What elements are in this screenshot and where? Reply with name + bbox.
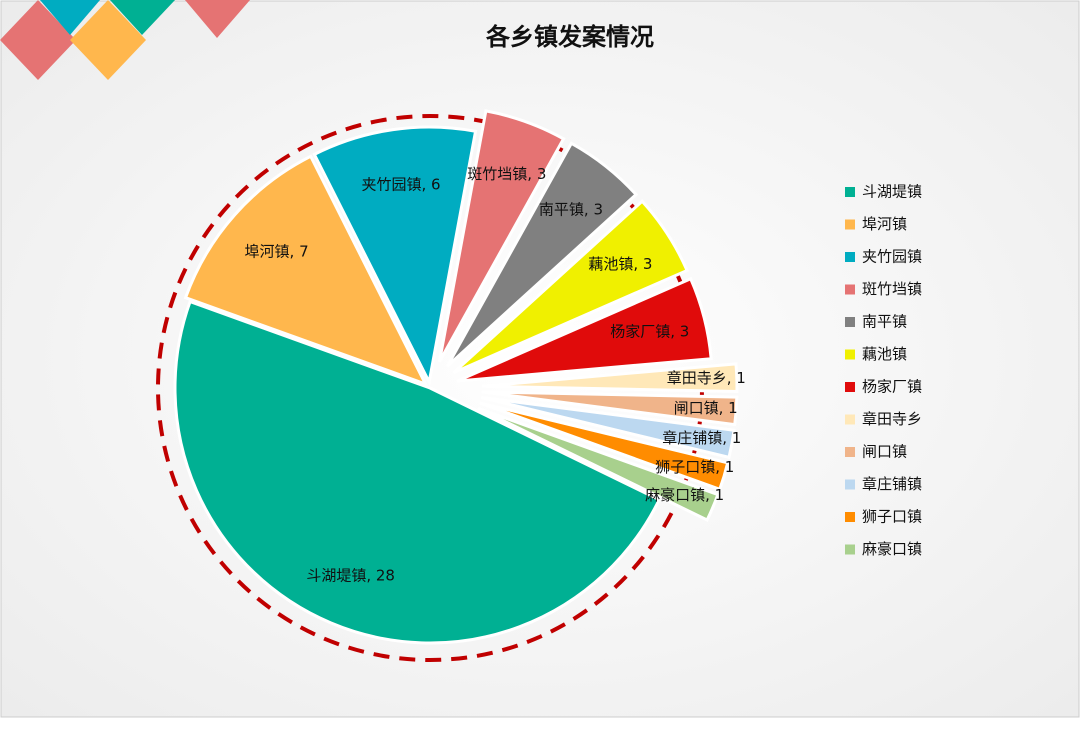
pie-slice <box>481 362 739 393</box>
data-label: 章田寺乡, 1 <box>667 369 746 387</box>
pie-slice <box>446 141 639 368</box>
legend-label: 埠河镇 <box>862 215 907 233</box>
legend-swatch <box>845 544 855 555</box>
legend-swatch <box>845 479 855 490</box>
legend: 斗湖堤镇埠河镇夹竹园镇斑竹垱镇南平镇藕池镇杨家厂镇章田寺乡闸口镇章庄铺镇狮子口镇… <box>845 183 922 558</box>
data-label: 藕池镇, 3 <box>588 255 652 273</box>
data-label: 斗湖堤镇, 28 <box>306 566 395 584</box>
legend-swatch <box>845 317 855 327</box>
legend-label: 狮子口镇 <box>862 508 922 526</box>
pie-slice <box>480 395 736 460</box>
legend-label: 杨家厂镇 <box>862 378 922 396</box>
data-label: 闸口镇, 1 <box>674 399 738 417</box>
pie-slice <box>173 299 662 645</box>
slices <box>173 109 739 645</box>
pie-slice <box>456 276 713 383</box>
data-label: 夹竹园镇, 6 <box>361 176 440 194</box>
legend-swatch <box>845 382 855 392</box>
legend-swatch <box>845 252 855 262</box>
legend-label: 夹竹园镇 <box>862 248 922 266</box>
pie-slice <box>479 401 730 492</box>
data-label: 南平镇, 3 <box>539 201 603 219</box>
legend-label: 南平镇 <box>862 313 907 331</box>
legend-label: 麻豪口镇 <box>862 540 922 558</box>
chart-title: 各乡镇发案情况 <box>485 23 654 51</box>
pie-slice <box>438 109 566 363</box>
decoration <box>0 0 250 80</box>
legend-swatch <box>845 187 855 197</box>
pie-slice <box>183 154 429 387</box>
data-label: 埠河镇, 7 <box>245 243 309 261</box>
data-labels: 斗湖堤镇, 28 埠河镇, 7 夹竹园镇, 6 斑竹垱镇, 3 南平镇, 3 藕池镇, 3… <box>245 165 746 584</box>
pie-slice <box>452 199 690 375</box>
legend-swatch <box>845 512 855 522</box>
data-label: 杨家厂镇, 3 <box>610 322 689 340</box>
legend-label: 章庄铺镇 <box>862 475 922 493</box>
legend-swatch <box>845 414 855 425</box>
legend-swatch <box>845 284 855 295</box>
data-label: 斑竹垱镇, 3 <box>467 165 546 183</box>
legend-swatch <box>845 219 855 230</box>
legend-label: 斗湖堤镇 <box>862 183 922 201</box>
data-label: 狮子口镇, 1 <box>655 458 734 476</box>
pie-slice <box>312 125 478 387</box>
pie-slice <box>477 406 720 523</box>
legend-label: 藕池镇 <box>862 345 907 363</box>
legend-label: 斑竹垱镇 <box>862 280 922 298</box>
data-label: 麻豪口镇, 1 <box>645 486 724 504</box>
legend-label: 章田寺乡 <box>862 410 922 428</box>
data-label: 章庄铺镇, 1 <box>662 429 741 447</box>
legend-label: 闸口镇 <box>862 443 907 461</box>
legend-swatch <box>845 349 855 360</box>
legend-swatch <box>845 447 855 457</box>
pie-slice <box>481 390 739 427</box>
